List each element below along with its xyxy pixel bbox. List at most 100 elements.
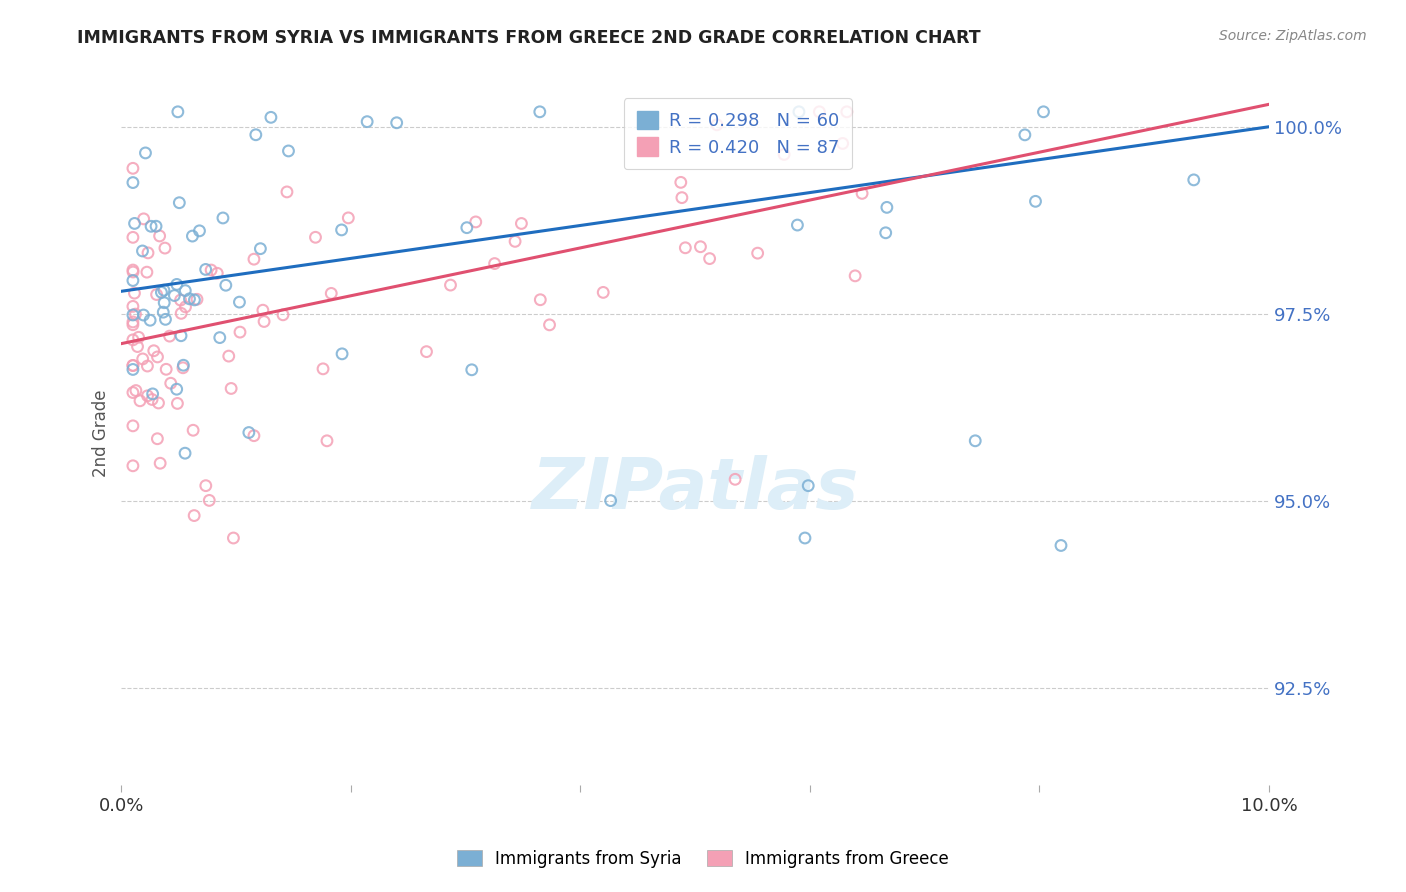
Point [132, 351, 155, 366]
Point [229, 325, 252, 339]
Point [356, 114, 378, 128]
Point [875, 226, 897, 240]
Point [169, 293, 191, 307]
Y-axis label: 2nd Grade: 2nd Grade [93, 390, 110, 477]
Point [163, 288, 186, 302]
Point [124, 307, 146, 321]
Point [145, 219, 167, 234]
Point [222, 531, 245, 545]
Point [599, 493, 621, 508]
Point [145, 287, 167, 301]
Point [159, 329, 181, 343]
Point [228, 295, 250, 310]
Point [415, 344, 437, 359]
Point [243, 252, 266, 267]
Point [277, 144, 299, 158]
Point [149, 456, 172, 470]
Point [786, 218, 808, 232]
Point [166, 104, 188, 119]
Point [808, 104, 831, 119]
Point [851, 186, 873, 201]
Point [122, 362, 145, 376]
Point [181, 229, 204, 244]
Point [510, 217, 533, 231]
Point [844, 268, 866, 283]
Point [131, 244, 153, 258]
Point [787, 104, 810, 119]
Legend: R = 0.298   N = 60, R = 0.420   N = 87: R = 0.298 N = 60, R = 0.420 N = 87 [624, 98, 852, 169]
Point [124, 216, 146, 230]
Point [186, 293, 208, 307]
Point [538, 318, 561, 332]
Point [169, 195, 191, 210]
Point [172, 358, 194, 372]
Point [183, 508, 205, 523]
Point [208, 330, 231, 344]
Point [219, 381, 242, 395]
Point [260, 111, 283, 125]
Point [198, 493, 221, 508]
Point [1024, 194, 1046, 209]
Point [134, 145, 156, 160]
Point [249, 242, 271, 256]
Point [773, 147, 796, 161]
Point [122, 458, 145, 473]
Point [136, 359, 159, 373]
Point [122, 318, 145, 332]
Point [153, 241, 176, 255]
Point [464, 215, 486, 229]
Text: IMMIGRANTS FROM SYRIA VS IMMIGRANTS FROM GREECE 2ND GRADE CORRELATION CHART: IMMIGRANTS FROM SYRIA VS IMMIGRANTS FROM… [77, 29, 981, 46]
Point [330, 223, 353, 237]
Point [136, 245, 159, 260]
Point [127, 340, 149, 354]
Point [135, 265, 157, 279]
Point [835, 104, 858, 119]
Point [122, 263, 145, 277]
Point [128, 330, 150, 344]
Point [671, 191, 693, 205]
Point [146, 350, 169, 364]
Point [529, 293, 551, 307]
Point [153, 295, 176, 310]
Point [155, 312, 177, 326]
Point [122, 359, 145, 373]
Point [592, 285, 614, 300]
Point [669, 175, 692, 189]
Point [166, 382, 188, 396]
Point [122, 315, 145, 329]
Point [181, 423, 204, 437]
Point [136, 389, 159, 403]
Point [174, 284, 197, 298]
Point [122, 418, 145, 433]
Point [276, 185, 298, 199]
Point [174, 300, 197, 314]
Point [146, 432, 169, 446]
Point [456, 220, 478, 235]
Text: ZIPatlas: ZIPatlas [531, 455, 859, 524]
Point [503, 235, 526, 249]
Point [1182, 173, 1205, 187]
Legend: Immigrants from Syria, Immigrants from Greece: Immigrants from Syria, Immigrants from G… [450, 844, 956, 875]
Point [122, 230, 145, 244]
Point [529, 104, 551, 119]
Point [148, 396, 170, 410]
Point [141, 392, 163, 407]
Point [172, 360, 194, 375]
Point [122, 308, 145, 322]
Point [238, 425, 260, 440]
Point [155, 362, 177, 376]
Point [122, 265, 145, 279]
Point [330, 347, 353, 361]
Point [122, 299, 145, 313]
Point [122, 333, 145, 347]
Point [304, 230, 326, 244]
Point [439, 278, 461, 293]
Point [385, 116, 408, 130]
Point [122, 176, 145, 190]
Point [174, 446, 197, 460]
Point [132, 211, 155, 226]
Point [188, 224, 211, 238]
Point [1014, 128, 1036, 142]
Point [139, 313, 162, 327]
Point [215, 278, 238, 293]
